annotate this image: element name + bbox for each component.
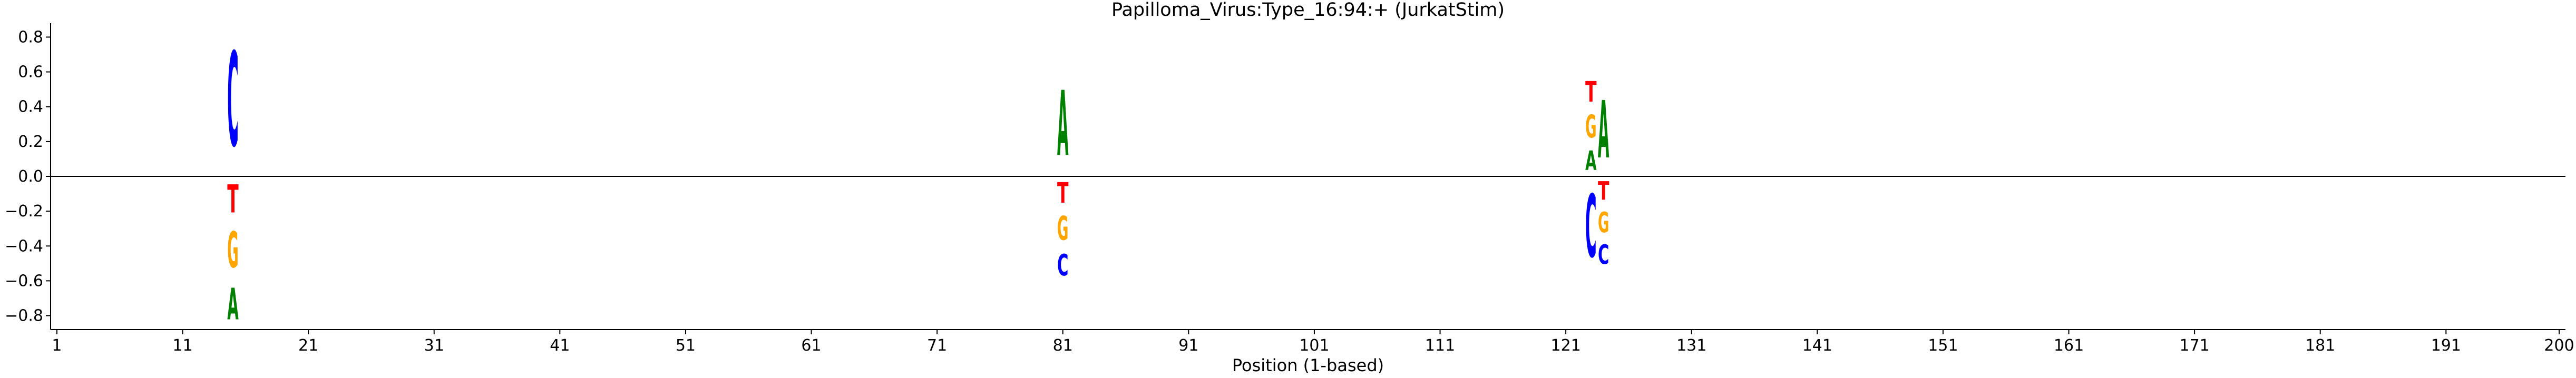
x-tick-label: 61 bbox=[801, 336, 821, 355]
x-tick-label: 171 bbox=[2179, 336, 2209, 355]
logo-letter-g: G bbox=[1057, 211, 1068, 248]
x-tick-label: 131 bbox=[1676, 336, 1706, 355]
logo-letter-t: T bbox=[227, 177, 239, 222]
chart-title: Papilloma_Virus:Type_16:94:+ (JurkatStim… bbox=[1111, 0, 1505, 21]
y-tick-label: −0.6 bbox=[5, 272, 43, 290]
x-tick-label: 31 bbox=[424, 336, 444, 355]
x-tick-label: 1 bbox=[52, 336, 62, 355]
logo-letter-a: A bbox=[1057, 72, 1068, 176]
y-tick-label: −0.8 bbox=[5, 307, 43, 325]
y-axis-ticks: −0.8 −0.6 −0.4 −0.2 0.0 0.2 0.4 0.6 0.8 bbox=[5, 28, 51, 325]
y-tick-label: 0.4 bbox=[18, 98, 43, 116]
logo-letter-t: T bbox=[1585, 76, 1596, 108]
x-tick-label: 181 bbox=[2305, 336, 2335, 355]
logo-letter-a: A bbox=[1598, 85, 1609, 176]
logo-letter-t: T bbox=[1598, 176, 1609, 206]
x-axis-label: Position (1-based) bbox=[1232, 355, 1384, 375]
x-tick-label: 91 bbox=[1178, 336, 1198, 355]
x-tick-label: 200 bbox=[2544, 336, 2574, 355]
x-tick-label: 121 bbox=[1550, 336, 1580, 355]
x-tick-label: 111 bbox=[1425, 336, 1455, 355]
logo-letter-g: G bbox=[227, 222, 238, 280]
logo-letter-a: A bbox=[227, 280, 239, 330]
x-tick-label: 21 bbox=[298, 336, 318, 355]
logo-letter-c: C bbox=[1057, 247, 1068, 283]
x-tick-label: 11 bbox=[172, 336, 192, 355]
logo-letter-g: G bbox=[1585, 108, 1596, 145]
x-tick-label: 151 bbox=[1928, 336, 1958, 355]
logo-letter-c: C bbox=[1585, 177, 1596, 277]
y-tick-label: −0.4 bbox=[5, 237, 43, 255]
x-tick-label: 71 bbox=[927, 336, 947, 355]
y-tick-label: −0.2 bbox=[5, 202, 43, 221]
x-tick-label: 81 bbox=[1053, 336, 1073, 355]
x-tick-label: 101 bbox=[1299, 336, 1329, 355]
logo-letter-a: A bbox=[1585, 145, 1597, 177]
x-tick-label: 51 bbox=[676, 336, 696, 355]
x-tick-label: 141 bbox=[1802, 336, 1832, 355]
x-tick-label: 41 bbox=[550, 336, 570, 355]
x-tick-label: 161 bbox=[2054, 336, 2084, 355]
y-tick-label: 0.2 bbox=[18, 133, 43, 151]
y-tick-label: 0.8 bbox=[18, 28, 43, 46]
logo-letter-g: G bbox=[1598, 206, 1609, 239]
logo-letter-c: C bbox=[1598, 239, 1609, 271]
y-tick-label: 0.6 bbox=[18, 63, 43, 82]
x-axis-ticks: 1 11 21 31 41 51 61 71 81 91 101 111 121 131 141 151 161… bbox=[52, 330, 2574, 355]
y-tick-label: 0.0 bbox=[18, 167, 43, 186]
logo-letter-t: T bbox=[1057, 177, 1068, 210]
logo-letter-c: C bbox=[227, 25, 238, 176]
x-tick-label: 191 bbox=[2431, 336, 2461, 355]
